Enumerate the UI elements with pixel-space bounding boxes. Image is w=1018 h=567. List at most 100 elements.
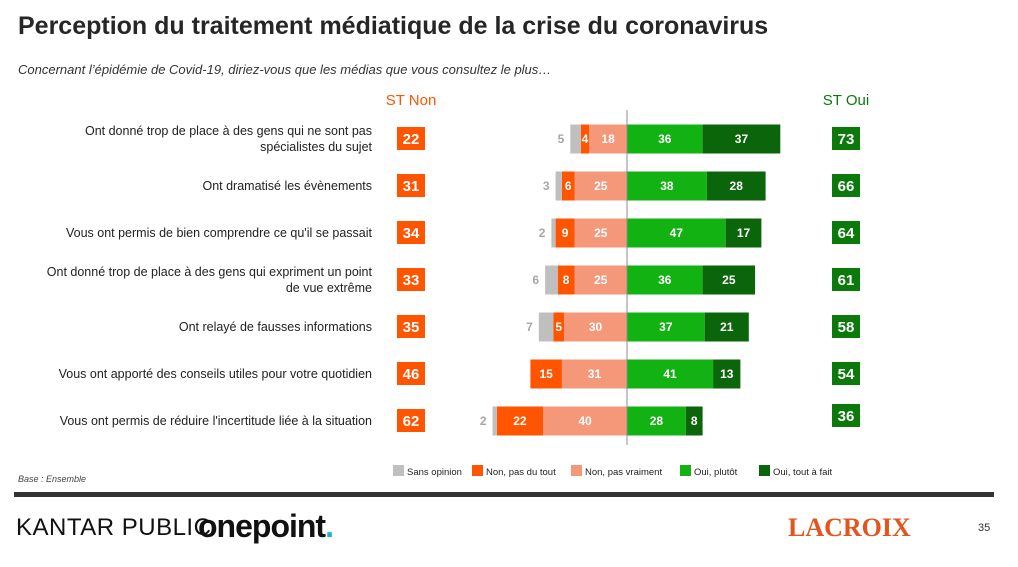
onepoint-logo: onepoint. (198, 508, 334, 545)
la-croix-logo: LACROIX (788, 513, 911, 542)
bar-non-pas-du-tout (557, 265, 575, 295)
category-label: spécialistes du sujet (260, 140, 372, 154)
legend-swatch (571, 465, 582, 476)
bar-sans-opinion (551, 218, 556, 248)
bar-oui-tout-a-fait (704, 312, 749, 342)
data-label: 9 (562, 226, 569, 240)
bar-non-pas-vraiment (574, 265, 627, 295)
category-label: Vous ont permis de bien comprendre ce qu… (66, 226, 373, 240)
bar-oui-tout-a-fait (706, 171, 766, 201)
category-label: Vous ont apporté des conseils utiles pou… (59, 367, 372, 381)
legend-label: Non, pas vraiment (585, 467, 662, 478)
bar-oui-plutot (627, 171, 707, 201)
legend-label: Non, pas du tout (486, 467, 556, 478)
page-title: Perception du traitement médiatique de l… (18, 12, 769, 40)
data-label: 28 (650, 414, 664, 428)
st-non-box (397, 409, 425, 432)
st-oui-value: 66 (838, 178, 855, 195)
category-label: Ont donné trop de place à des gens qui n… (85, 124, 372, 138)
data-label: 4 (582, 132, 589, 146)
legend-swatch (472, 465, 483, 476)
bar-non-pas-vraiment (589, 124, 627, 154)
bar-sans-opinion (570, 124, 581, 154)
onepoint-logo-dot: . (325, 508, 334, 544)
bar-oui-plutot (627, 359, 714, 389)
data-label: 25 (722, 273, 736, 287)
data-label: 5 (555, 320, 562, 334)
bar-non-pas-vraiment (543, 406, 627, 436)
base-note: Base : Ensemble (18, 474, 87, 484)
category-label: Ont donné trop de place à des gens qui e… (47, 265, 373, 279)
data-label: 36 (658, 273, 672, 287)
bar-oui-tout-a-fait (702, 265, 756, 295)
data-label: 8 (563, 273, 570, 287)
st-oui-value: 64 (838, 225, 855, 242)
bar-sans-opinion (538, 312, 554, 342)
st-non-value: 46 (403, 366, 420, 383)
bar-non-pas-vraiment (574, 218, 627, 248)
st-non-value: 35 (403, 319, 420, 336)
data-label: 31 (588, 367, 602, 381)
bar-sans-opinion (555, 171, 562, 201)
bar-oui-plutot (627, 406, 686, 436)
data-label: 28 (730, 179, 744, 193)
st-non-header: ST Non (386, 92, 437, 109)
st-oui-value: 58 (838, 319, 855, 336)
data-label: 25 (594, 273, 608, 287)
st-oui-box (832, 315, 860, 338)
st-oui-box (832, 221, 860, 244)
st-oui-value: 36 (838, 408, 855, 425)
data-label-sans-opinion: 6 (532, 273, 539, 287)
st-non-value: 62 (403, 413, 420, 430)
legend-swatch (759, 465, 770, 476)
data-label: 38 (660, 179, 674, 193)
bar-non-pas-du-tout (580, 124, 590, 154)
bar-non-pas-du-tout (496, 406, 543, 436)
bar-oui-tout-a-fait (725, 218, 762, 248)
data-label-sans-opinion: 5 (558, 132, 565, 146)
st-non-value: 22 (403, 131, 420, 148)
st-oui-value: 54 (838, 366, 855, 383)
footer-divider (14, 492, 994, 497)
category-label: Ont relayé de fausses informations (179, 320, 372, 334)
data-label-sans-opinion: 7 (526, 320, 533, 334)
legend-label: Oui, tout à fait (773, 467, 833, 478)
bar-non-pas-vraiment (561, 359, 627, 389)
onepoint-logo-text: onepoint (198, 508, 326, 544)
data-label: 18 (601, 132, 615, 146)
st-oui-box (832, 268, 860, 291)
bar-oui-tout-a-fait (702, 124, 781, 154)
data-label: 37 (735, 132, 749, 146)
st-non-box (397, 221, 425, 244)
data-label: 47 (670, 226, 684, 240)
data-label: 30 (589, 320, 603, 334)
data-label: 40 (578, 414, 592, 428)
st-non-box (397, 127, 425, 150)
st-non-box (397, 315, 425, 338)
category-label: de vue extrême (286, 281, 372, 295)
data-label: 8 (691, 414, 698, 428)
data-label: 36 (658, 132, 672, 146)
bar-sans-opinion (545, 265, 558, 295)
data-label-sans-opinion: 2 (480, 414, 487, 428)
data-label: 21 (720, 320, 734, 334)
bar-oui-plutot (627, 312, 705, 342)
data-label: 17 (737, 226, 751, 240)
category-label: Ont dramatisé les évènements (202, 179, 372, 193)
bar-oui-tout-a-fait (685, 406, 703, 436)
bar-sans-opinion (492, 406, 497, 436)
data-label: 37 (659, 320, 673, 334)
data-label-sans-opinion: 2 (539, 226, 546, 240)
bar-oui-plutot (627, 218, 726, 248)
bar-non-pas-du-tout (530, 359, 562, 389)
st-oui-box (832, 362, 860, 385)
legend-label: Sans opinion (407, 467, 462, 478)
st-non-value: 33 (403, 272, 420, 289)
data-label: 41 (663, 367, 677, 381)
legend-swatch (393, 465, 404, 476)
data-label: 15 (539, 367, 553, 381)
st-oui-box (832, 404, 860, 427)
st-oui-box (832, 174, 860, 197)
st-oui-header: ST Oui (823, 92, 869, 109)
data-label: 13 (720, 367, 734, 381)
